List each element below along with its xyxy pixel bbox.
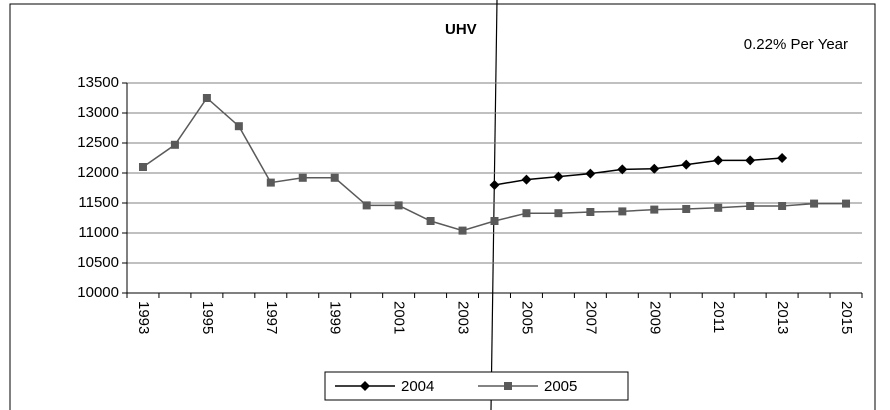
data-point — [617, 164, 628, 175]
x-tick-label: 2001 — [391, 301, 408, 334]
data-point — [426, 217, 435, 225]
data-point — [777, 153, 788, 163]
data-point — [554, 209, 563, 218]
data-point — [489, 180, 500, 190]
data-point — [778, 202, 787, 210]
x-tick-label: 2013 — [774, 301, 791, 334]
y-tick-label: 10500 — [77, 254, 119, 271]
data-point — [522, 209, 531, 218]
data-point — [394, 201, 403, 210]
x-tick-label: 1995 — [199, 301, 216, 334]
data-point — [745, 155, 756, 166]
data-point — [649, 163, 660, 174]
x-tick-label: 1993 — [135, 301, 152, 334]
data-point — [842, 199, 851, 208]
data-point — [681, 159, 692, 170]
data-point — [746, 202, 755, 210]
data-point — [618, 207, 627, 216]
data-point — [458, 226, 467, 235]
x-tick-label: 2009 — [646, 301, 663, 334]
legend-label: 2004 — [401, 378, 434, 395]
data-point — [682, 205, 691, 213]
data-point — [362, 201, 371, 210]
legend-marker — [360, 381, 370, 391]
x-tick-label: 2003 — [455, 301, 472, 334]
data-point — [266, 178, 275, 187]
data-point — [138, 163, 147, 171]
y-tick-label: 11000 — [78, 224, 119, 241]
series-line — [494, 157, 783, 186]
x-tick-label: 2011 — [710, 301, 727, 333]
data-point — [170, 140, 179, 149]
data-point — [650, 205, 659, 214]
data-point — [521, 174, 532, 185]
annotation: 0.22% Per Year — [744, 36, 848, 53]
x-tick-label: 1999 — [327, 301, 344, 334]
data-point — [298, 173, 307, 182]
y-tick-label: 12000 — [77, 164, 119, 181]
data-point — [810, 199, 819, 208]
x-tick-label: 2007 — [582, 301, 599, 334]
x-tick-label: 2015 — [838, 301, 855, 334]
y-tick-label: 10000 — [77, 284, 119, 301]
y-tick-label: 13000 — [77, 104, 119, 121]
y-tick-label: 13500 — [77, 74, 119, 91]
annotation: UHV — [445, 21, 477, 38]
data-point — [585, 168, 596, 179]
x-tick-label: 2005 — [518, 301, 535, 334]
data-point — [202, 94, 211, 102]
y-tick-label: 12500 — [77, 134, 119, 151]
y-tick-label: 11500 — [78, 194, 119, 211]
data-point — [586, 208, 595, 216]
data-point — [713, 155, 724, 166]
data-point — [234, 122, 243, 131]
legend-label: 2005 — [544, 378, 577, 395]
uhv-line — [490, 0, 498, 410]
data-point — [490, 217, 499, 225]
data-point — [714, 203, 723, 212]
legend-marker — [504, 382, 512, 390]
data-point — [330, 173, 339, 182]
x-tick-label: 1997 — [263, 301, 280, 334]
data-point — [553, 171, 564, 182]
